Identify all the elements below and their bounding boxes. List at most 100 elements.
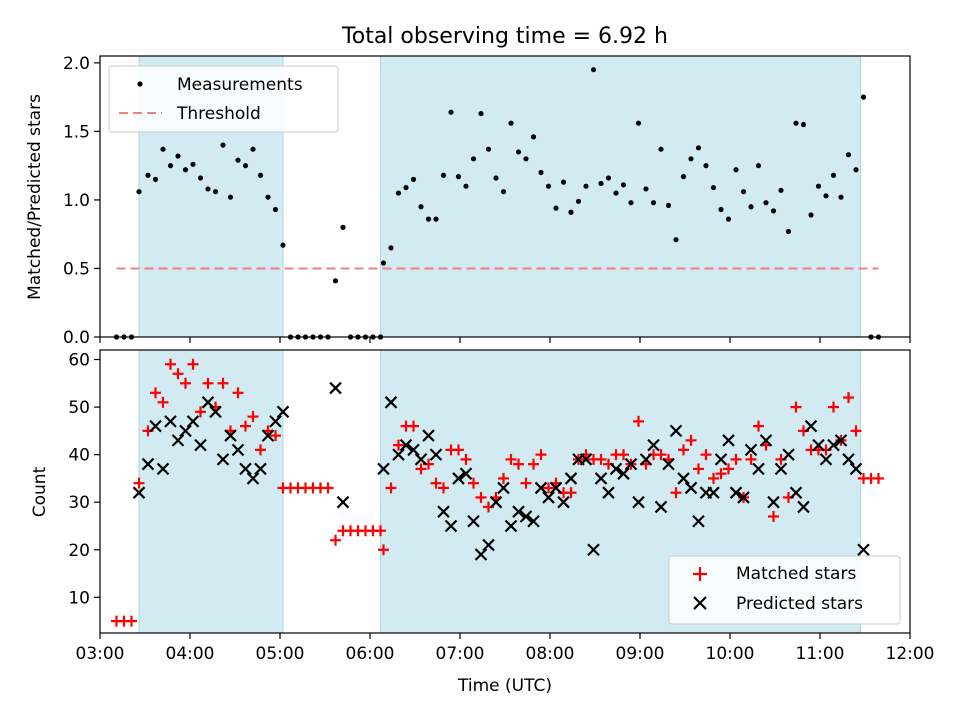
measurement-point — [145, 172, 151, 178]
measurement-point — [613, 190, 619, 196]
predicted-star-point — [422, 429, 435, 442]
top-panel: 0.00.51.01.52.0 Matched/Predicted stars … — [25, 54, 911, 348]
predicted-star-point — [534, 481, 548, 495]
measurement-point — [560, 179, 567, 185]
matched-star-point — [375, 525, 386, 537]
chart-title: Total observing time = 6.92 h — [341, 24, 668, 49]
matched-star-point — [513, 458, 524, 470]
measurement-point — [763, 200, 769, 206]
x-tick-label: 10:00 — [706, 644, 755, 664]
predicted-star-point — [254, 462, 267, 476]
predicted-star-point — [407, 443, 420, 457]
predicted-star-point — [669, 424, 683, 438]
measurement-point — [650, 200, 657, 206]
matched-star-point — [202, 377, 214, 389]
predicted-star-point — [624, 457, 638, 471]
matched-star-point — [378, 544, 389, 556]
measurement-point — [605, 175, 612, 181]
matched-star-point — [873, 472, 884, 484]
measurement-point — [808, 212, 814, 218]
top-y-ticks: 0.0 0.5 1.0 1.5 2.0 — [63, 54, 100, 348]
predicted-star-point — [594, 472, 608, 485]
predicted-star-point — [186, 415, 200, 428]
y-tick-label: 1.5 — [63, 122, 90, 142]
measurement-point — [598, 180, 604, 187]
measurement-point — [470, 156, 477, 162]
measurement-point — [628, 200, 634, 206]
measurement-point — [658, 146, 664, 152]
top-x-ticks — [99, 337, 911, 343]
measurement-point — [793, 120, 799, 126]
measurement-point — [175, 153, 181, 159]
x-axis-label: Time (UTC) — [457, 676, 552, 696]
measurement-point — [493, 175, 499, 181]
matched-star-point — [670, 487, 682, 499]
predicted-star-point — [519, 510, 533, 523]
matched-star-point — [247, 411, 259, 423]
measurement-point — [583, 183, 589, 189]
predicted-star-point — [216, 453, 230, 466]
x-tick-label: 07:00 — [436, 644, 485, 664]
measurement-point — [197, 175, 204, 181]
matched-star-point — [157, 396, 169, 408]
predicted-star-point — [789, 486, 803, 499]
matched-star-point — [520, 477, 532, 489]
predicted-star-point — [429, 448, 443, 461]
x-tick-label: 08:00 — [526, 644, 575, 664]
legend-matched-marker — [693, 567, 707, 581]
predicted-star-point — [527, 514, 540, 528]
predicted-star-point — [707, 486, 720, 499]
predicted-star-point — [752, 462, 765, 476]
predicted-star-point — [239, 462, 252, 476]
predicted-star-point — [194, 438, 207, 452]
matched-star-point — [828, 401, 839, 413]
matched-star-point — [468, 477, 479, 489]
matched-star-point — [430, 477, 442, 489]
matched-star-point — [498, 472, 509, 484]
predicted-star-point — [452, 472, 465, 485]
predicted-star-point — [231, 443, 245, 457]
predicted-star-point — [156, 462, 170, 476]
measurement-point — [380, 260, 387, 266]
matched-star-point — [678, 444, 689, 456]
measurement-point — [710, 184, 717, 191]
measurement-point — [800, 121, 807, 128]
matched-star-point — [715, 468, 727, 480]
measurement-point — [485, 146, 492, 152]
measurement-point — [340, 224, 346, 230]
y-tick-label: 2.0 — [63, 54, 90, 74]
top-axes-frame — [99, 55, 911, 338]
measurement-point — [463, 183, 469, 189]
x-tick-label: 11:00 — [796, 644, 845, 664]
matched-star-point — [685, 434, 697, 446]
matched-star-point — [187, 358, 199, 370]
matched-star-point — [528, 458, 539, 470]
measurement-point — [250, 146, 256, 152]
measurement-point — [190, 161, 196, 167]
predicted-star-point — [269, 415, 282, 428]
legend-threshold-label: Threshold — [176, 104, 261, 124]
measurement-point — [770, 208, 777, 214]
measurement-point — [403, 184, 409, 191]
predicted-star-points — [132, 381, 870, 561]
predicted-star-point — [549, 481, 563, 495]
matched-star-point — [195, 406, 206, 418]
matched-star-point — [172, 368, 184, 380]
y-tick-label: 50 — [68, 398, 90, 418]
measurement-point — [853, 167, 859, 173]
measurement-point — [643, 186, 649, 192]
measurement-point — [167, 163, 174, 169]
matched-star-point — [595, 453, 607, 465]
measurement-point — [725, 216, 732, 222]
predicted-star-point — [819, 453, 833, 466]
matched-star-point — [618, 449, 629, 461]
matched-star-point — [745, 453, 757, 465]
measurement-point — [448, 109, 454, 115]
matched-star-point — [693, 463, 704, 475]
predicted-star-point — [842, 453, 855, 466]
matched-star-point — [708, 472, 719, 484]
y-tick-label: 10 — [68, 588, 90, 608]
matched-star-point — [790, 401, 802, 413]
matched-star-points — [111, 358, 884, 627]
